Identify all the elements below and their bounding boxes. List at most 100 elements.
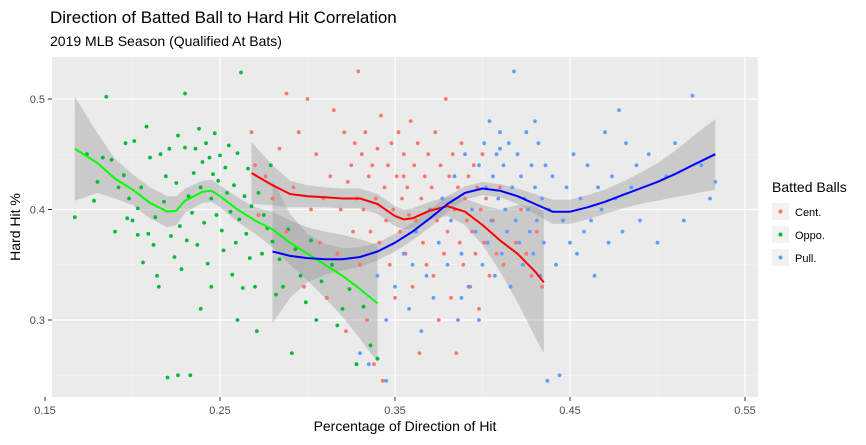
point-oppo [221, 248, 226, 253]
smooth-lines [74, 147, 716, 305]
y-axis-label: Hard Hit % [7, 193, 23, 261]
legend-title: Batted Balls [772, 179, 847, 195]
point-cent [335, 251, 340, 256]
confidence-band-cent [251, 142, 544, 354]
legend-label: Oppo. [795, 230, 825, 242]
point-pull [699, 163, 704, 168]
point-oppo [198, 185, 203, 190]
point-cent [380, 378, 385, 383]
point-cent [277, 146, 282, 151]
point-pull [575, 251, 579, 256]
point-oppo [354, 362, 359, 367]
point-oppo [130, 218, 135, 223]
point-cent [478, 207, 483, 212]
point-oppo [72, 215, 77, 220]
point-cent [249, 130, 254, 135]
point-pull [485, 240, 490, 245]
point-oppo [225, 191, 229, 195]
point-cent [429, 185, 434, 190]
point-pull [499, 251, 504, 256]
point-oppo [100, 155, 105, 160]
point-pull [513, 218, 518, 223]
point-oppo [249, 204, 254, 209]
point-cent [473, 251, 478, 256]
point-oppo [209, 284, 214, 289]
point-pull [410, 262, 415, 267]
point-oppo [239, 70, 243, 75]
point-cent [480, 152, 485, 157]
point-oppo [260, 251, 264, 256]
point-cent [342, 130, 347, 135]
point-pull [534, 218, 539, 223]
point-oppo [158, 152, 163, 157]
point-cent [501, 262, 506, 267]
point-pull [681, 218, 686, 223]
point-cent [344, 329, 348, 333]
point-oppo [246, 166, 250, 171]
point-pull [596, 185, 600, 190]
point-pull [375, 273, 380, 278]
point-cent [373, 196, 378, 201]
point-oppo [219, 228, 224, 233]
point-cent [405, 185, 410, 190]
point-oppo [261, 213, 266, 217]
point-pull [545, 378, 550, 383]
point-oppo [190, 210, 194, 215]
chart-title: Direction of Batted Ball to Hard Hit Cor… [50, 8, 397, 27]
point-pull [512, 69, 516, 74]
point-cent [387, 262, 392, 267]
point-cent [398, 229, 403, 234]
point-oppo [209, 196, 214, 201]
point-pull [589, 218, 593, 223]
x-axis: 0.15 0.25 0.35 0.45 0.55 [34, 397, 756, 417]
point-pull [620, 229, 625, 234]
x-axis-label: Percentage of Direction of Hit [314, 418, 497, 434]
point-pull [384, 378, 389, 383]
point-pull [517, 240, 522, 245]
point-cent [422, 174, 427, 179]
point-pull [550, 174, 555, 179]
point-oppo [104, 94, 109, 99]
point-oppo [361, 304, 366, 309]
point-pull [529, 163, 534, 168]
point-cent [270, 196, 275, 201]
point-cent [401, 152, 406, 157]
point-pull [634, 163, 639, 168]
point-pull [582, 229, 586, 234]
point-cent [450, 152, 455, 157]
point-oppo [268, 163, 273, 168]
point-oppo [198, 307, 203, 311]
point-pull [466, 284, 471, 289]
point-pull [456, 318, 460, 322]
point-pull [440, 196, 445, 201]
point-pull [494, 152, 499, 157]
point-cent [424, 262, 429, 267]
point-pull [564, 185, 569, 190]
point-pull [459, 296, 464, 300]
point-oppo [139, 185, 144, 190]
point-cent [352, 141, 357, 146]
point-oppo [223, 165, 228, 170]
y-tick-label: 0.4 [30, 205, 45, 217]
point-cent [394, 174, 399, 179]
point-cent [475, 185, 480, 190]
point-cent [314, 152, 319, 157]
point-pull [489, 218, 494, 223]
point-cent [519, 207, 523, 212]
point-oppo [162, 199, 166, 204]
point-oppo [169, 234, 173, 238]
point-pull [401, 251, 406, 256]
point-cent [421, 240, 425, 245]
point-oppo [205, 261, 210, 266]
point-oppo [309, 238, 313, 243]
point-cent [456, 185, 460, 190]
point-oppo [237, 217, 242, 222]
point-pull [520, 262, 525, 267]
point-oppo [204, 141, 208, 146]
point-cent [400, 196, 404, 201]
point-pull [610, 174, 614, 179]
point-cent [415, 141, 420, 146]
point-oppo [202, 220, 207, 225]
point-oppo [116, 185, 121, 190]
point-oppo [95, 180, 100, 184]
